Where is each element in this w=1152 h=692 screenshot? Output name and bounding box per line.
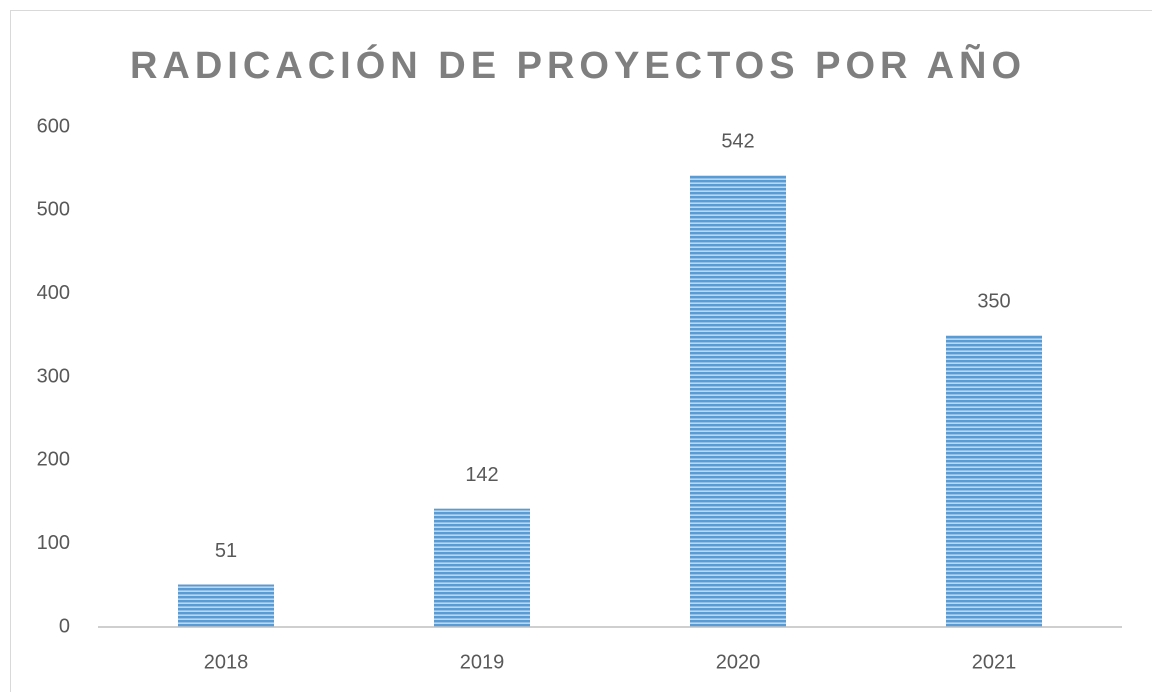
y-tick-label: 400 xyxy=(37,282,70,304)
y-tick-label: 200 xyxy=(37,449,70,471)
y-tick-label: 0 xyxy=(59,615,70,637)
data-label: 350 xyxy=(977,291,1010,313)
y-tick-label: 300 xyxy=(37,365,70,387)
data-label: 542 xyxy=(721,131,754,153)
chart-border xyxy=(10,10,1152,692)
x-tick-label: 2019 xyxy=(460,651,505,673)
bar xyxy=(946,335,1042,627)
data-label: 142 xyxy=(465,464,498,486)
bar xyxy=(434,508,530,627)
bar xyxy=(178,584,274,627)
y-tick-label: 500 xyxy=(37,199,70,221)
y-tick-label: 600 xyxy=(37,115,70,137)
data-label: 51 xyxy=(215,540,237,562)
chart-title: RADICACIÓN DE PROYECTOS POR AÑO xyxy=(130,43,1026,87)
x-tick-label: 2018 xyxy=(204,651,249,673)
bar xyxy=(690,175,786,628)
x-tick-label: 2021 xyxy=(972,651,1017,673)
y-tick-label: 100 xyxy=(37,532,70,554)
x-tick-label: 2020 xyxy=(716,651,761,673)
